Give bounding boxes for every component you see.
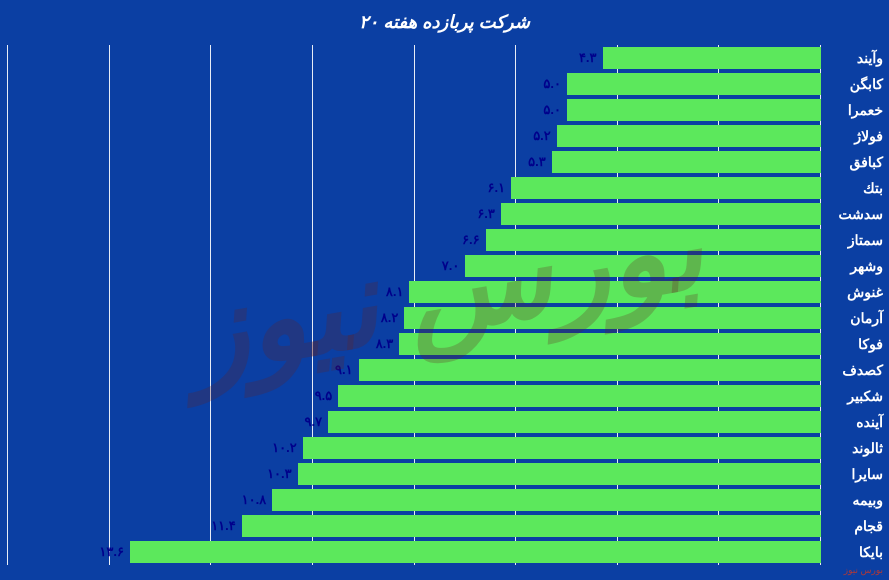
bar	[603, 47, 821, 68]
bar	[338, 385, 821, 406]
bar	[359, 359, 821, 380]
bar	[567, 99, 821, 120]
bar-slot: ۵.۰	[8, 97, 821, 123]
y-axis-label: سایرا	[825, 466, 889, 483]
bar-value-label: ۹.۷	[305, 414, 323, 430]
y-axis-label: خعمرا	[825, 102, 889, 119]
bar-value-label: ۱۰.۲	[272, 440, 297, 456]
y-axis-label: بایکا	[825, 544, 889, 561]
bar-value-label: ۸.۱	[386, 284, 404, 300]
bar-slot: ۱۱.۴	[8, 513, 821, 539]
y-axis-label: کبافق	[825, 154, 889, 171]
bar-value-label: ۴.۳	[579, 50, 597, 66]
y-axis-label: سمتاز	[825, 232, 889, 249]
bar-slot: ۹.۱	[8, 357, 821, 383]
bar	[298, 463, 821, 484]
bar-slot: ۸.۳	[8, 331, 821, 357]
bar	[501, 203, 821, 224]
bar	[272, 489, 821, 510]
y-axis-label: فوکا	[825, 336, 889, 353]
bar	[511, 177, 821, 198]
y-axis-label: آینده	[825, 414, 889, 431]
bar-slot: ۶.۶	[8, 227, 821, 253]
bar-value-label: ۶.۱	[487, 180, 505, 196]
bar-value-label: ۵.۲	[533, 128, 551, 144]
y-axis-labels: وآیند کابگن خعمرا فولاژ کبافق بتك سدشت سمتاز وشه…	[825, 45, 889, 565]
bar-slot: ۶.۱	[8, 175, 821, 201]
bar-value-label: ۸.۲	[381, 310, 399, 326]
bar-value-label: ۹.۱	[335, 362, 353, 378]
bar-slot: ۹.۵	[8, 383, 821, 409]
bar-slot: ۹.۷	[8, 409, 821, 435]
y-axis-label: شکبیر	[825, 388, 889, 405]
y-axis-label: کابگن	[825, 76, 889, 93]
y-axis-label: غنوش	[825, 284, 889, 301]
bar-value-label: ۱۳.۶	[99, 544, 124, 560]
bar	[552, 151, 821, 172]
bar-slot: ۱۰.۸	[8, 487, 821, 513]
bar-value-label: ۶.۶	[462, 232, 480, 248]
bar-slot: ۵.۳	[8, 149, 821, 175]
bar-slot: ۱۰.۳	[8, 461, 821, 487]
bar-value-label: ۱۰.۸	[242, 492, 267, 508]
bar	[465, 255, 821, 276]
bar-value-label: ۸.۳	[376, 336, 394, 352]
y-axis-label: بتك	[825, 180, 889, 197]
bar-value-label: ۵.۰	[543, 76, 561, 92]
bar-value-label: ۵.۳	[528, 154, 546, 170]
bar-slot: ۵.۲	[8, 123, 821, 149]
bar-value-label: ۱۰.۳	[267, 466, 292, 482]
y-axis-label: وشهر	[825, 258, 889, 275]
y-axis-label: سدشت	[825, 206, 889, 223]
bar-slot: ۱۰.۲	[8, 435, 821, 461]
bar	[242, 515, 821, 536]
bar-value-label: ۵.۰	[543, 102, 561, 118]
y-axis-label: ثالوند	[825, 440, 889, 457]
y-axis-label: فولاژ	[825, 128, 889, 145]
bar-slot: ۱۳.۶	[8, 539, 821, 565]
bar-value-label: ۹.۵	[315, 388, 333, 404]
bar-value-label: ۶.۳	[477, 206, 495, 222]
bar-slot: ۸.۱	[8, 279, 821, 305]
bar-slot: ۴.۳	[8, 45, 821, 71]
bar-slot: ۸.۲	[8, 305, 821, 331]
watermark-small: بورس نیوز	[844, 565, 883, 576]
bar-slot: ۶.۳	[8, 201, 821, 227]
y-axis-label: وآیند	[825, 50, 889, 67]
bar	[567, 73, 821, 94]
bar	[409, 281, 821, 302]
bar-slot: ۵.۰	[8, 71, 821, 97]
bar	[399, 333, 821, 354]
bar	[404, 307, 821, 328]
y-axis-label: قجام	[825, 518, 889, 535]
chart-title: ۲۰ شرکت پربازده هفته	[0, 12, 889, 33]
bar	[328, 411, 821, 432]
bar-value-label: ۷.۰	[442, 258, 460, 274]
y-axis-label: وبیمه	[825, 492, 889, 509]
bars-wrap: ۴.۳۵.۰۵.۰۵.۲۵.۳۶.۱۶.۳۶.۶۷.۰۸.۱۸.۲۸.۳۹.۱۹…	[8, 45, 821, 565]
bar	[130, 541, 821, 562]
plot-area: ۴.۳۵.۰۵.۰۵.۲۵.۳۶.۱۶.۳۶.۶۷.۰۸.۱۸.۲۸.۳۹.۱۹…	[8, 45, 821, 565]
bar	[303, 437, 821, 458]
y-axis-label: کصدف	[825, 362, 889, 379]
bar-slot: ۷.۰	[8, 253, 821, 279]
chart-container: ۲۰ شرکت پربازده هفته ۴.۳ ۵.۰ ۵.۰ ۵.۲ ۵.۳ ۶.۱ ۶…	[0, 0, 889, 580]
bar	[557, 125, 821, 146]
bar-value-label: ۱۱.۴	[211, 518, 236, 534]
bar	[486, 229, 821, 250]
y-axis-label: آرمان	[825, 310, 889, 327]
